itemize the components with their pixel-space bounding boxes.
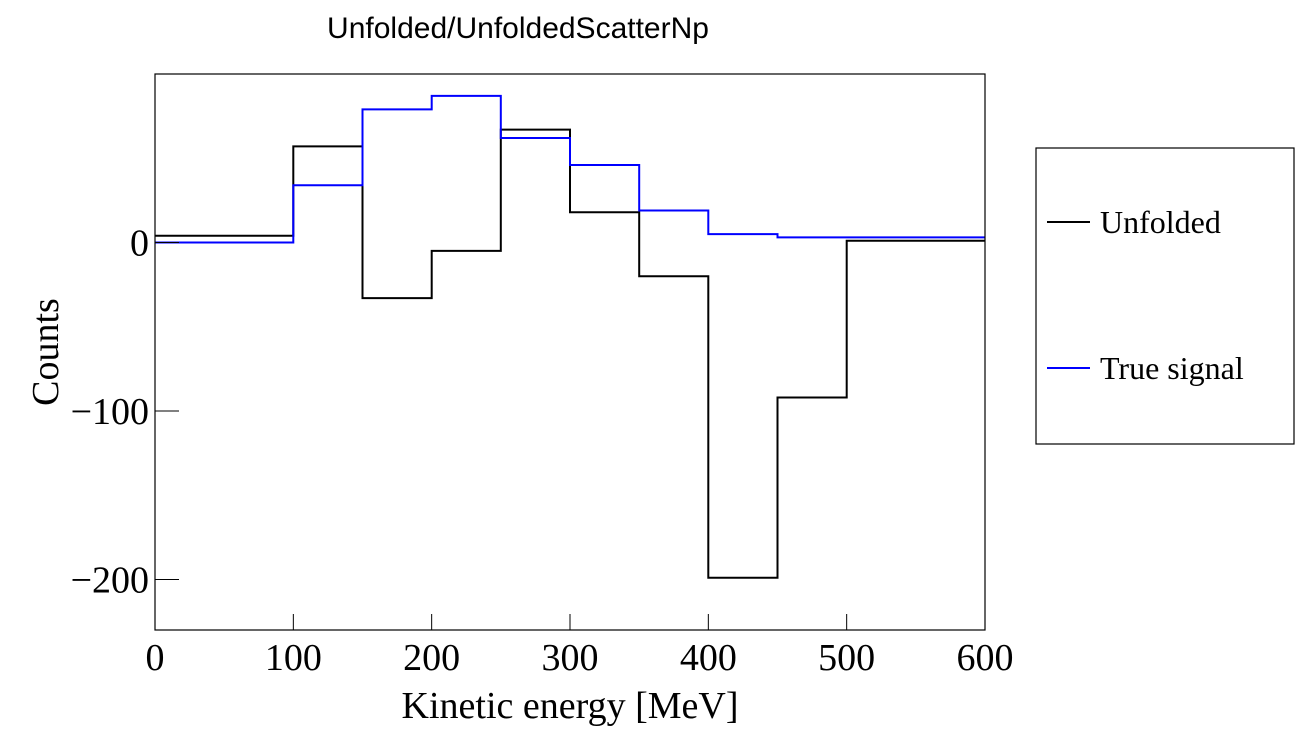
series-line-true-signal [155, 94, 985, 244]
legend: Unfolded True signal [1035, 147, 1295, 445]
y-axis-label: Counts [25, 298, 67, 406]
plot-area: 0 100 200 300 400 500 600 0 −100 −200 [71, 73, 1014, 679]
x-axis-label: Kinetic energy [MeV] [402, 685, 739, 727]
x-tick-label: 200 [403, 637, 460, 679]
legend-box [1035, 147, 1295, 445]
chart-title: Unfolded/UnfoldedScatterNp [327, 12, 709, 45]
y-tick-label: −100 [71, 391, 149, 433]
x-tick-label: 400 [680, 637, 737, 679]
x-tick-label: 100 [265, 637, 322, 679]
x-tick-label: 300 [542, 637, 599, 679]
legend-label: Unfolded [1100, 204, 1221, 240]
legend-label: True signal [1100, 350, 1244, 386]
series-layer [155, 94, 985, 579]
x-tick-label: 600 [957, 637, 1014, 679]
legend-items: Unfolded True signal [1047, 204, 1244, 386]
series-line-unfolded [155, 128, 985, 579]
ticks-layer: 0 100 200 300 400 500 600 0 −100 −200 [71, 222, 1014, 679]
x-tick-label: 500 [818, 637, 875, 679]
x-tick-label: 0 [146, 637, 165, 679]
legend-item-unfolded: Unfolded [1047, 204, 1221, 240]
y-tick-label: −200 [71, 559, 149, 601]
legend-item-true-signal: True signal [1047, 350, 1244, 386]
y-tick-label: 0 [130, 222, 149, 264]
